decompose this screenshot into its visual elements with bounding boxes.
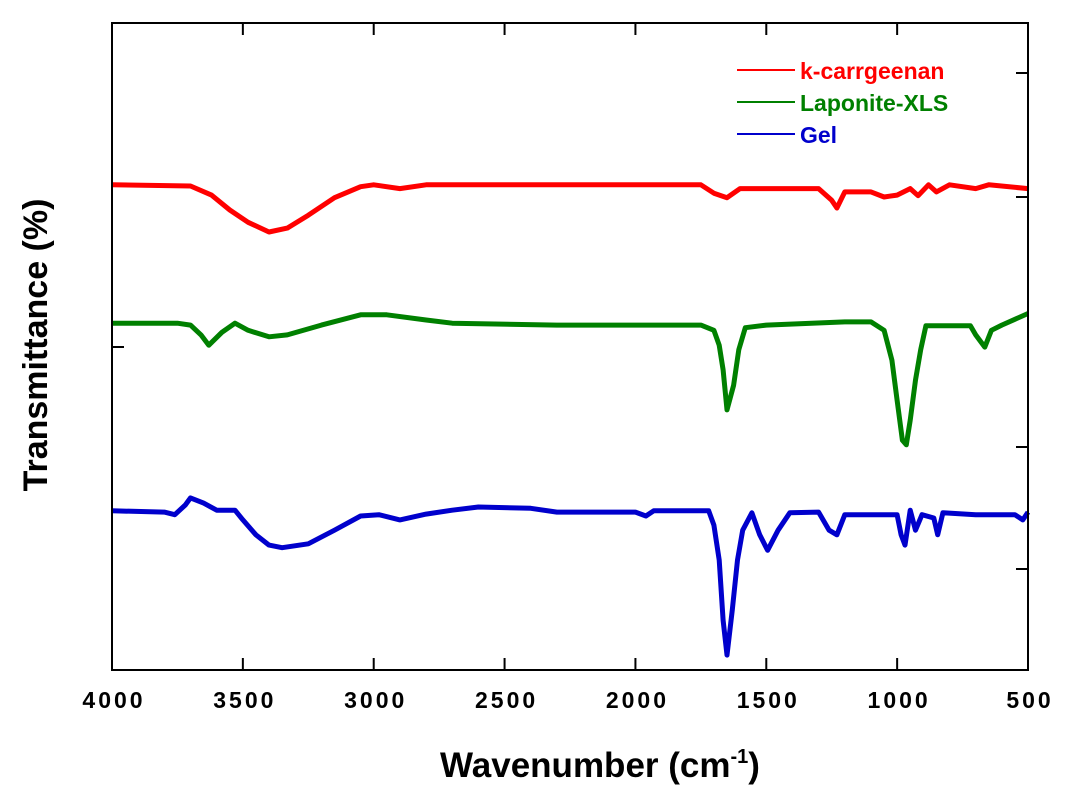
x-tick-label: 4000 bbox=[82, 687, 145, 713]
series-line-gel bbox=[111, 495, 1031, 658]
legend-entry-k-carrgeenan: k-carrgeenan bbox=[737, 58, 944, 84]
legend-label: Laponite-XLS bbox=[800, 90, 948, 116]
legend-entry-laponite-xls: Laponite-XLS bbox=[737, 90, 948, 116]
legend-label: Gel bbox=[800, 122, 837, 148]
x-tick-labels: 4000 3500 3000 2500 2000 1500 1000 500 bbox=[82, 687, 1053, 713]
legend: k-carrgeenan Laponite-XLS Gel bbox=[737, 58, 948, 148]
series-line-laponite-xls bbox=[112, 311, 1030, 448]
x-tick-label: 500 bbox=[1006, 687, 1053, 713]
y-axis-title: Transmittance (%) bbox=[17, 199, 55, 492]
legend-label: k-carrgeenan bbox=[800, 58, 944, 84]
x-tick-label: 2500 bbox=[475, 687, 538, 713]
x-tick-label: 2000 bbox=[606, 687, 669, 713]
x-tick-label: 1500 bbox=[737, 687, 800, 713]
x-tick-label: 3500 bbox=[213, 687, 276, 713]
x-axis-title-main: Wavenumber (cm bbox=[440, 746, 730, 785]
x-axis-title-end: ) bbox=[748, 746, 760, 785]
series-layer bbox=[111, 182, 1031, 658]
series-line-k-carrgeenan bbox=[111, 182, 1029, 235]
x-axis-title: Wavenumber (cm-1) bbox=[440, 746, 760, 785]
x-axis-title-superscript: -1 bbox=[731, 746, 749, 768]
legend-entry-gel: Gel bbox=[737, 122, 837, 148]
x-tick-label: 3000 bbox=[344, 687, 407, 713]
x-tick-label: 1000 bbox=[868, 687, 931, 713]
tick-layer bbox=[111, 23, 1029, 670]
